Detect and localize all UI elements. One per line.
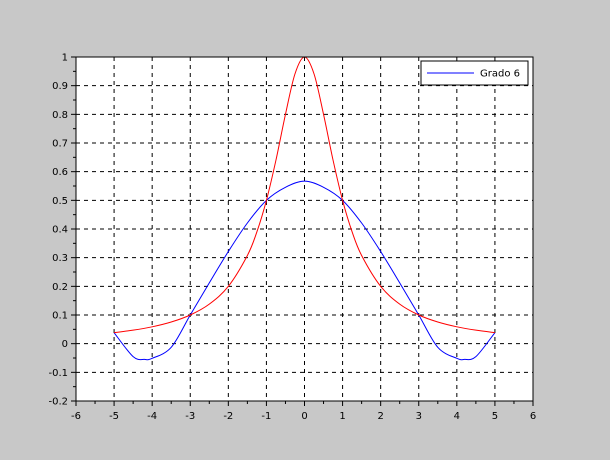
y-tick-label: 0.9 bbox=[52, 81, 68, 92]
legend-label: Grado 6 bbox=[480, 69, 520, 80]
y-tick-label: -0.1 bbox=[48, 368, 68, 379]
y-tick-labels: -0.2 -0.1 0 0.1 0.2 0.3 0.4 0.5 0.6 0.7 0.8 0.9 1 bbox=[48, 53, 68, 408]
x-tick-label: 5 bbox=[492, 411, 498, 422]
series-line-0 bbox=[113, 180, 496, 361]
y-tick-label: 0.3 bbox=[52, 253, 68, 264]
y-tick-label: 0.8 bbox=[52, 110, 68, 121]
x-tick-label: 6 bbox=[530, 411, 536, 422]
y-tick-label: 0 bbox=[62, 339, 68, 350]
x-tick-label: 2 bbox=[377, 411, 383, 422]
x-tick-label: -1 bbox=[261, 411, 271, 422]
y-tick-label: 0.2 bbox=[52, 282, 68, 293]
x-tick-label: 3 bbox=[416, 411, 422, 422]
y-tick-label: 0.7 bbox=[52, 139, 68, 150]
x-tick-label: 4 bbox=[454, 411, 460, 422]
grid bbox=[76, 57, 533, 401]
axis-ticks bbox=[71, 56, 534, 406]
x-tick-label: -3 bbox=[185, 411, 195, 422]
y-tick-label: 1 bbox=[62, 53, 68, 64]
y-tick-label: 0.4 bbox=[52, 225, 68, 236]
legend: Grado 6 bbox=[420, 60, 529, 86]
y-tick-label: 0.5 bbox=[52, 196, 68, 207]
y-tick-label: 0.6 bbox=[52, 167, 68, 178]
x-tick-label: -5 bbox=[109, 411, 119, 422]
y-tick-label: -0.2 bbox=[48, 397, 68, 408]
y-tick-label: 0.1 bbox=[52, 311, 68, 322]
x-tick-label: 1 bbox=[339, 411, 345, 422]
x-tick-label: -6 bbox=[71, 411, 81, 422]
x-tick-label: -4 bbox=[147, 411, 157, 422]
x-tick-labels: -6 -5 -4 -3 -2 -1 0 1 2 3 4 5 6 bbox=[71, 411, 536, 422]
x-tick-label: 0 bbox=[301, 411, 307, 422]
x-tick-label: -2 bbox=[223, 411, 233, 422]
